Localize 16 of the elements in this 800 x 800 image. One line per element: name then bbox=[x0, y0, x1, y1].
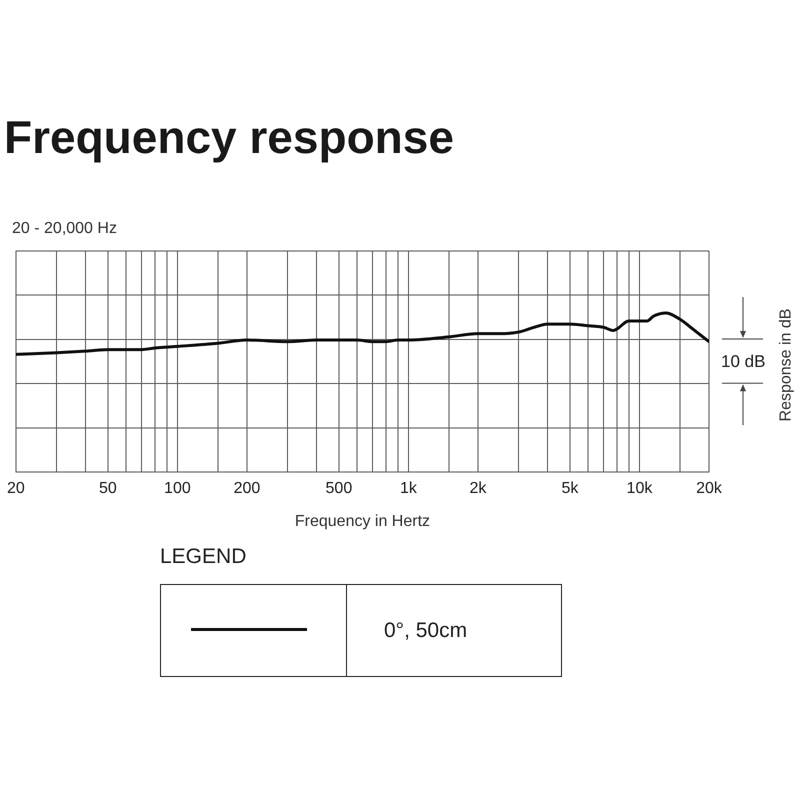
chart-title: Frequency response bbox=[4, 110, 454, 164]
x-tick-label: 500 bbox=[326, 480, 352, 498]
x-tick-label: 50 bbox=[98, 480, 117, 498]
x-tick-label: 100 bbox=[164, 480, 191, 498]
legend-title: LEGEND bbox=[160, 545, 248, 570]
x-tick-label: 2k bbox=[470, 480, 488, 498]
x-tick-label: 5k bbox=[561, 480, 580, 498]
x-tick-label: 10k bbox=[626, 480, 654, 498]
x-axis-title: Frequency in Hertz bbox=[294, 512, 430, 530]
text: 0°, 50cm bbox=[384, 618, 468, 642]
x-tick-label: 200 bbox=[234, 480, 260, 498]
x-tick-label: 1k bbox=[400, 480, 418, 498]
x-tick-label: 20 bbox=[7, 480, 25, 498]
chart-subtitle: 20 - 20,000 Hz bbox=[12, 220, 117, 238]
x-tick-label: 20k bbox=[696, 480, 723, 498]
y-axis-title: Response in dB bbox=[776, 308, 795, 421]
